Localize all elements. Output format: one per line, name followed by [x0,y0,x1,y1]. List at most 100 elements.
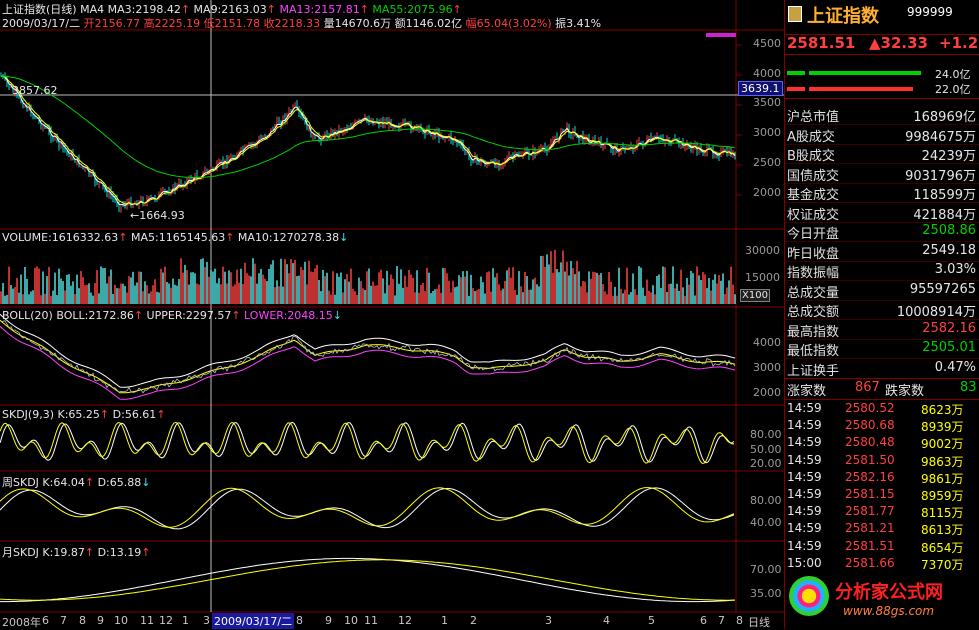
x-month: 1 [441,614,448,627]
x-month: 9 [325,614,332,627]
stock-name: 上证指数 [807,6,879,27]
buy-bar-value: 24.0亿 [935,68,971,81]
stat-value: 9031796万 [905,168,976,184]
buy-bar-small [787,71,805,75]
down-count: 83 [960,380,977,395]
stat-label: 上证换手 [787,363,840,379]
stat-label: 沪总市值 [787,110,840,125]
ma55-value: MA55:2075.96 [372,3,453,16]
tick-time: 15:00 [787,555,822,570]
sell-bar-small [787,87,805,91]
ma-line [0,75,736,205]
tick-row[interactable]: 14:59 2581.77 8115万 [785,503,979,520]
color-indicator-bar [706,33,736,37]
mskdj-k: K:19.87 [42,546,85,559]
wskdj-y-tick: 40.00 [750,516,782,529]
tick-volume: 8939万 [921,420,964,435]
monthly-skdj-header: 月SKDJ K:19.87↑ D:13.19↑ [2,546,151,559]
x-month: 8 [79,614,86,627]
stat-row: B股成交 24239万 [785,143,979,164]
stat-value: 168969亿 [913,110,976,125]
tick-row[interactable]: 14:59 2580.48 9002万 [785,434,979,451]
monthly-d-line [0,559,735,601]
skdj-d: D:56.61 [112,408,157,421]
main-header-line1: 上证指数(日线) MA4 MA3:2198.42↑ MA9:2163.03↑ M… [2,3,462,16]
advance-decline-row: 涨家数 867 跌家数 83 [785,378,979,400]
period-label[interactable]: 日线 [748,616,770,629]
tick-price: 2581.21 [845,521,895,536]
tick-volume: 9863万 [921,454,964,469]
price-change-pct: +1.27 [939,34,979,52]
vol-y-tick: 30000 [745,244,780,257]
x-month: 7 [718,614,725,627]
price-change: ▲32.33 [869,34,928,52]
y-tick: 3500 [753,96,781,109]
stat-value: 421884万 [913,207,976,223]
boll-header: BOLL(20) BOLL:2172.86↑ UPPER:2297.57↑ LO… [2,309,342,322]
stat-value: 0.47% [934,359,976,375]
tick-time: 14:59 [787,452,822,467]
x-month: 8 [296,614,303,627]
cursor-price-label: 3639.1 [738,81,783,96]
tick-row[interactable]: 14:59 2580.52 8623万 [785,400,979,417]
stat-value: 9984675万 [905,129,976,145]
x-axis[interactable]: 2008年 6 7 8 9 10 11 12 1 3 2009/03/17/二 … [0,613,784,629]
tick-volume: 9002万 [921,437,964,452]
tick-row[interactable]: 15:00 2581.66 7370万 [785,555,979,572]
stat-label: 权证成交 [787,207,840,223]
tick-row[interactable]: 14:59 2581.15 8959万 [785,486,979,503]
last-price: 2581.51 [787,34,856,52]
tick-price: 2580.48 [845,435,895,450]
mskdj-d: D:13.19 [97,546,142,559]
skdj-y-tick: 50.00 [750,443,782,456]
tick-time: 14:59 [787,401,822,415]
tick-row[interactable]: 14:59 2580.68 8939万 [785,417,979,434]
quote-panel: 上证指数 999999 2581.51 ▲32.33 +1.27 24.0亿 2… [784,0,979,629]
tick-row[interactable]: 14:59 2582.16 9861万 [785,469,979,486]
low-mark-label: ←1664.93 [130,209,185,222]
volume-value: 量14670.6万 [323,17,392,30]
stat-label: 基金成交 [787,188,840,203]
chart-area[interactable]: 上证指数(日线) MA4 MA3:2198.42↑ MA9:2163.03↑ M… [0,0,784,629]
stat-row: 指数振幅 3.03% [785,260,979,281]
tick-row[interactable]: 14:59 2581.21 8613万 [785,520,979,537]
boll-lower: LOWER:2048.15 [244,309,333,322]
tick-price: 2581.51 [845,538,895,553]
tick-time: 14:59 [787,521,822,536]
y-tick: 2500 [753,156,781,169]
x-month: 2 [470,614,477,627]
x-month: 11 [140,614,154,627]
tick-time: 14:59 [787,435,822,450]
stat-value: 2582.16 [922,320,976,336]
tick-price: 2581.66 [845,555,895,570]
y-tick: 4500 [753,37,781,50]
stat-label: A股成交 [787,129,835,145]
ma5-volume: MA5:1165145.63 [130,231,226,244]
boll-line [0,319,736,394]
stat-row: 最高指数 2582.16 [785,319,979,340]
stat-label: 昨日收盘 [787,246,840,262]
kline-chart-canvas[interactable] [0,0,784,629]
tick-row[interactable]: 14:59 2581.51 8654万 [785,538,979,555]
x-cursor-date: 2009/03/17/二 [212,613,295,629]
x-month: 6 [42,614,49,627]
oscillator-line [0,487,735,530]
vol-y-tick: 15000 [745,271,780,284]
price-row: 2581.51 ▲32.33 +1.27 [785,34,979,55]
boll-y-tick: 3000 [753,361,781,374]
x-month: 8 [736,614,743,627]
stat-value: 118599万 [913,188,976,203]
weekly-skdj-header: 周SKDJ K:64.04↑ D:65.88↓ [2,476,151,489]
close-value: 收2218.33 [263,17,321,30]
buy-bar [809,71,921,75]
stat-value: 3.03% [934,262,976,277]
stat-value: 95597265 [909,281,976,297]
tick-row[interactable]: 14:59 2581.50 9863万 [785,452,979,469]
skdj-y-tick: 80.00 [750,428,782,441]
tick-volume: 8654万 [921,540,964,555]
tick-price: 2581.15 [845,487,895,501]
stat-label: B股成交 [787,149,835,164]
stat-row: 国债成交 9031796万 [785,163,979,184]
stat-value: 2549.18 [922,242,976,258]
ma13-value: MA13:2157.81 [279,3,360,16]
